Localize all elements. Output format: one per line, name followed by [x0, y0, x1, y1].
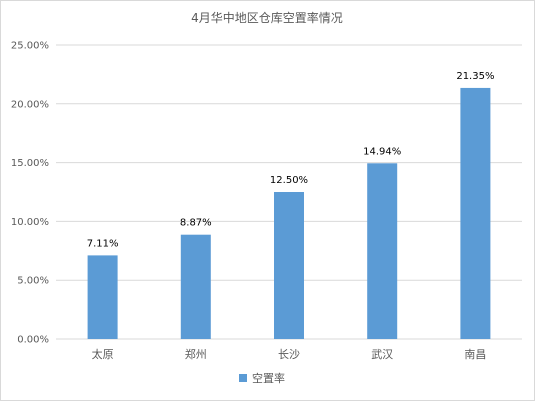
x-category-label: 南昌 [464, 348, 486, 361]
bar [367, 163, 398, 339]
y-tick-label: 15.00% [11, 158, 49, 169]
x-category-label: 郑州 [185, 347, 207, 361]
y-tick-label: 25.00% [11, 41, 49, 52]
bar [460, 87, 491, 339]
bar [180, 234, 211, 339]
y-tick-label: 5.00% [17, 276, 49, 287]
data-label: 12.50% [270, 175, 308, 186]
legend-label-vacancy-rate: 空置率 [252, 371, 285, 385]
data-labels: 7.11% 8.87% 12.50% 14.94% 21.35% [87, 71, 495, 249]
bar [87, 255, 118, 339]
y-axis-ticks: 0.00% 5.00% 10.00% 15.00% 20.00% 25.00% [11, 41, 49, 346]
x-category-label: 太原 [92, 348, 114, 361]
x-axis-categories: 太原 郑州 长沙 武汉 南昌 [92, 347, 487, 361]
y-tick-label: 0.00% [17, 335, 49, 346]
bar [274, 192, 304, 339]
data-label: 8.87% [180, 218, 212, 229]
data-label: 21.35% [456, 71, 494, 82]
data-label: 14.94% [363, 146, 401, 157]
x-category-label: 武汉 [371, 348, 393, 361]
data-label: 7.11% [87, 238, 119, 249]
legend: 空置率 [239, 371, 285, 385]
y-tick-label: 10.00% [11, 217, 49, 228]
x-category-label: 长沙 [278, 348, 300, 361]
legend-swatch-vacancy-rate [239, 374, 247, 382]
bars [87, 87, 491, 339]
chart-title: 4月华中地区仓库空置率情况 [191, 10, 343, 25]
y-tick-label: 20.00% [11, 99, 49, 110]
